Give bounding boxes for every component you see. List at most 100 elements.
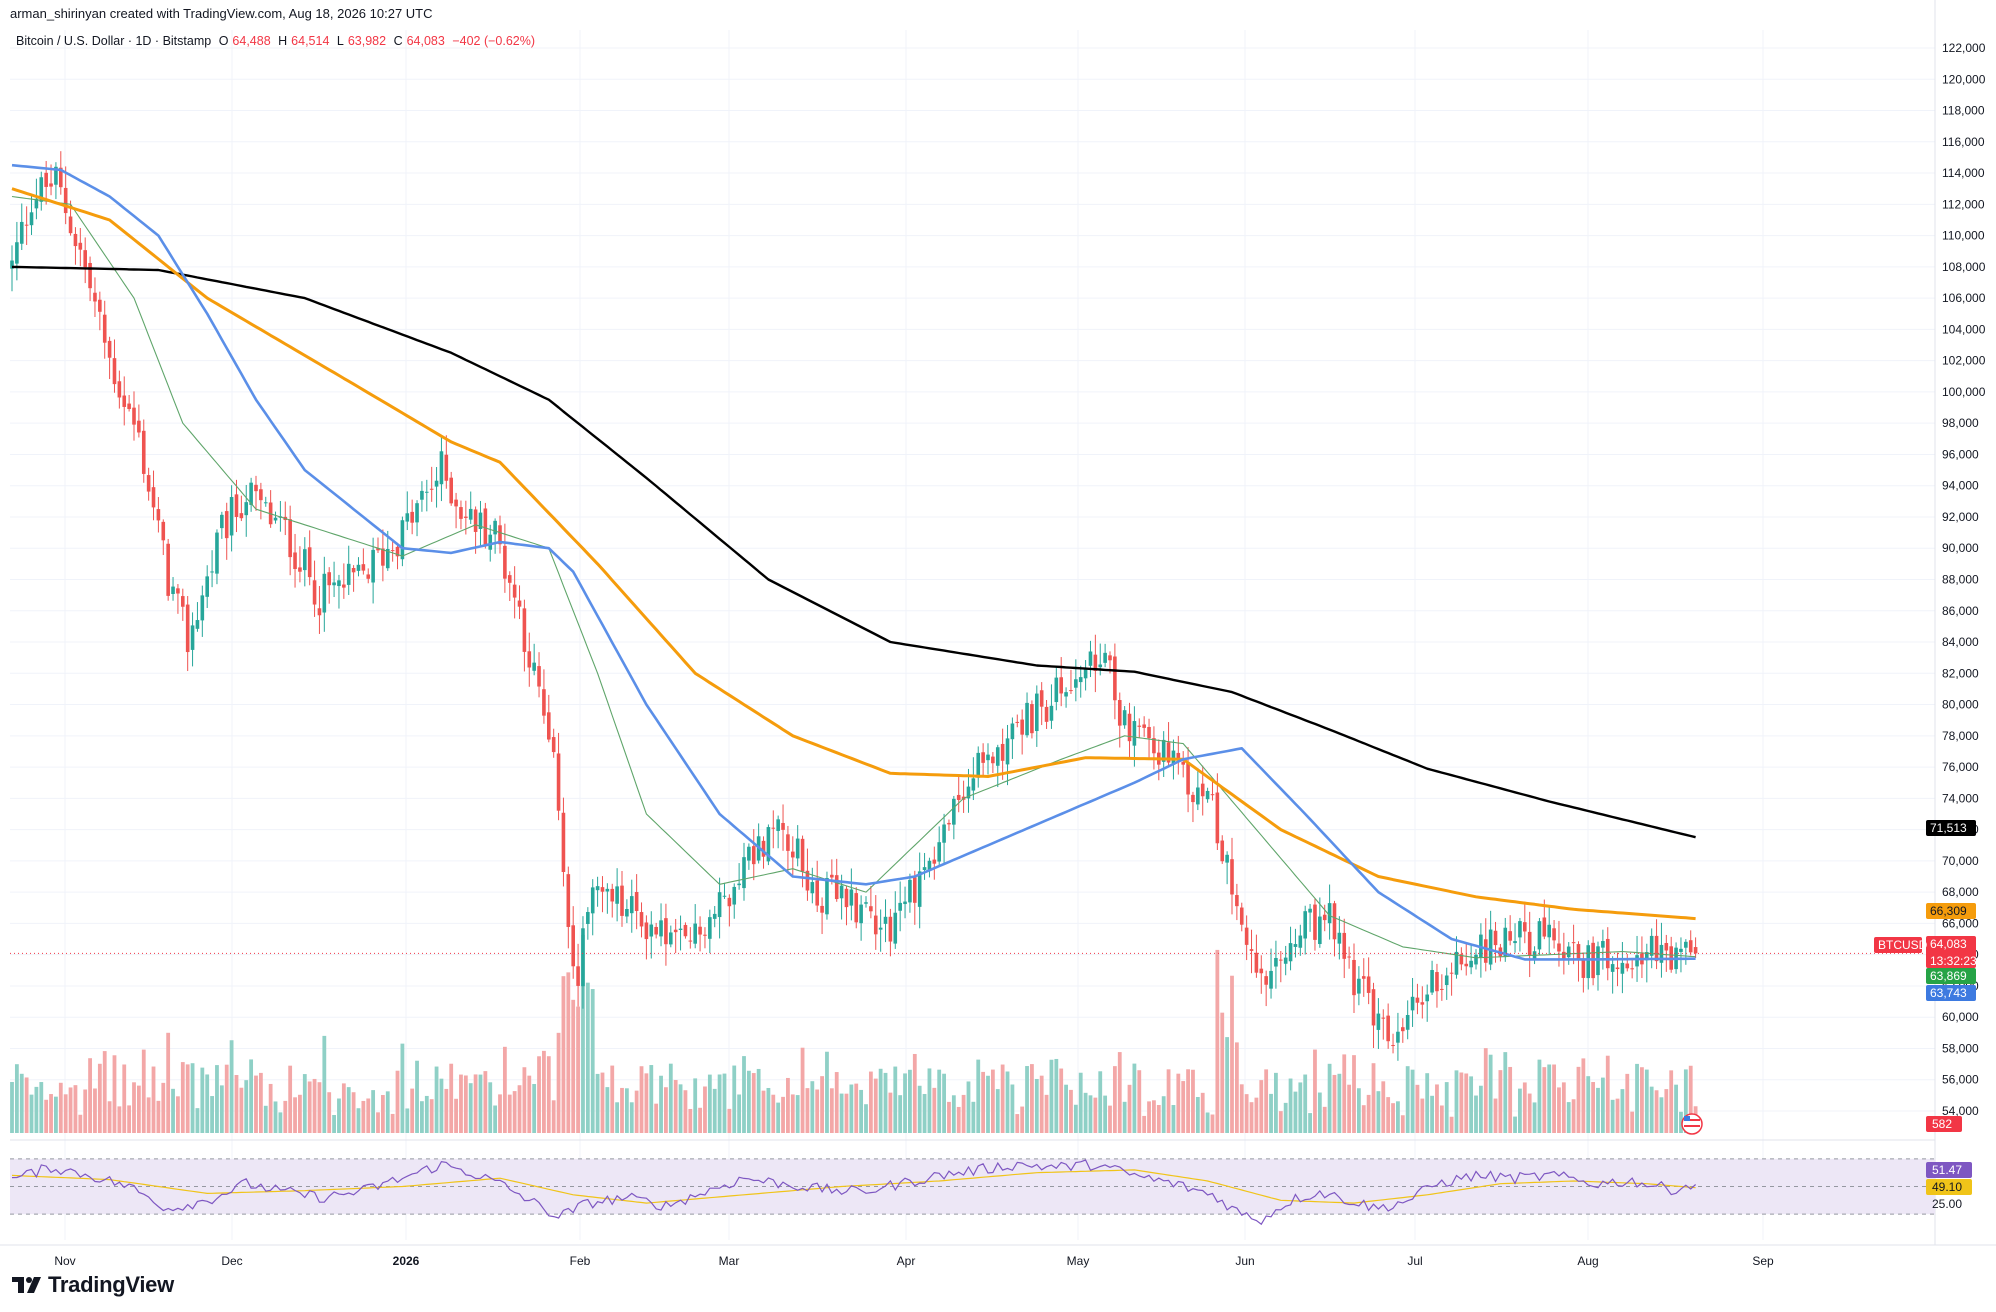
volume-bar — [766, 1087, 771, 1133]
candle-body — [717, 892, 722, 918]
candle-body — [1176, 752, 1181, 759]
candle-body — [1074, 679, 1078, 688]
candle-body — [10, 260, 14, 269]
candle-body — [1435, 972, 1439, 992]
candle-body — [78, 242, 83, 250]
volume-bar — [63, 1094, 68, 1133]
volume-bar — [239, 1087, 244, 1133]
time-axis[interactable]: Nov Dec 2026 Feb Mar Apr May Jun Jul Aug Sep — [54, 1254, 1774, 1268]
candle-body — [800, 838, 805, 872]
volume-bar — [888, 1092, 893, 1133]
volume-bar — [1317, 1092, 1322, 1133]
volume-bar — [1352, 1055, 1356, 1133]
volume-bar — [1469, 1076, 1474, 1133]
candle-body — [93, 292, 97, 302]
candle-body — [293, 552, 297, 570]
volume-bar — [1415, 1084, 1420, 1133]
candle-body — [63, 187, 68, 214]
volume-bar — [322, 1035, 327, 1133]
volume-bar — [1674, 1084, 1678, 1133]
candle-body — [1244, 927, 1249, 945]
candle-body — [522, 608, 527, 652]
volume-bar — [1093, 1097, 1098, 1133]
volume-bar — [444, 1088, 449, 1133]
volume-bar — [1679, 1111, 1683, 1133]
candle-body — [898, 902, 902, 911]
price-tick-label: 70,000 — [1942, 854, 1979, 868]
candle-body — [1537, 921, 1542, 950]
open-value: 64,488 — [232, 34, 271, 48]
candle-body — [1205, 790, 1210, 800]
volume-bar — [1122, 1101, 1127, 1133]
volume-bar — [1683, 1069, 1688, 1133]
candle-body — [581, 928, 585, 987]
volume-bar — [712, 1088, 717, 1133]
volume-bar — [1503, 1052, 1508, 1133]
candle-body — [1684, 941, 1688, 948]
volume-bar — [454, 1098, 458, 1133]
candle-body — [34, 198, 39, 209]
candle-body — [590, 887, 595, 914]
candle-body — [327, 572, 331, 586]
candle-body — [361, 564, 366, 571]
volume-bar — [1600, 1077, 1605, 1133]
volume-bar — [107, 1101, 112, 1133]
candle-body — [1420, 1002, 1425, 1005]
volume-bar — [1230, 975, 1234, 1133]
candle-body — [644, 922, 649, 940]
volume-bar — [649, 1065, 654, 1133]
volume-bar — [302, 1074, 307, 1133]
volume-bar — [180, 1062, 185, 1133]
volume-bar — [54, 1096, 58, 1133]
price-axis[interactable]: 54,00056,00058,00060,00062,00064,00066,0… — [1942, 41, 1986, 1118]
volume-bar — [1025, 1066, 1029, 1133]
candle-body — [1371, 989, 1376, 1026]
candle-body — [249, 482, 253, 505]
volume-bar — [1557, 1087, 1561, 1133]
volume-bar — [102, 1051, 107, 1133]
candle-body — [322, 573, 327, 613]
candle-body — [810, 882, 815, 894]
high-value: 64,514 — [291, 34, 330, 48]
volume-bar — [1044, 1094, 1049, 1133]
candle-body — [1493, 930, 1498, 946]
volume-bar — [947, 1101, 951, 1133]
volume-bar — [483, 1071, 488, 1133]
candle-body — [224, 511, 229, 539]
volume-bar — [361, 1100, 366, 1133]
candle-body — [761, 840, 766, 857]
candle-body — [1215, 792, 1220, 844]
volume-bar — [332, 1115, 336, 1133]
volume-bar — [258, 1072, 263, 1133]
volume-bar — [1391, 1103, 1395, 1133]
open-label: O — [218, 34, 229, 48]
candle-body — [1298, 935, 1303, 948]
candle-body — [1693, 947, 1698, 954]
tradingview-logo[interactable]: TradingView — [12, 1272, 174, 1298]
volume-bar — [1483, 1048, 1488, 1133]
candle-body — [893, 912, 898, 944]
candle-body — [141, 430, 146, 474]
volume-bar — [1137, 1070, 1142, 1133]
candle-body — [1069, 690, 1073, 692]
candle-body — [683, 924, 688, 937]
volume-bar — [415, 1060, 419, 1133]
candle-body — [478, 512, 483, 529]
candle-body — [556, 753, 561, 811]
candle-body — [712, 913, 717, 919]
candle-body — [576, 966, 580, 986]
volume-bar — [176, 1096, 180, 1133]
price-tag-label: 64,083 — [1930, 937, 1967, 951]
volume-bar — [800, 1047, 805, 1133]
volume-bar — [14, 1064, 19, 1133]
candle-body — [1444, 975, 1449, 986]
candle-body — [737, 883, 741, 886]
candle-body — [1523, 922, 1527, 932]
candle-body — [849, 889, 854, 906]
volume-bar — [122, 1064, 127, 1133]
candle-body — [1098, 664, 1103, 668]
candle-body — [1513, 941, 1517, 944]
volume-bar — [1581, 1058, 1586, 1133]
